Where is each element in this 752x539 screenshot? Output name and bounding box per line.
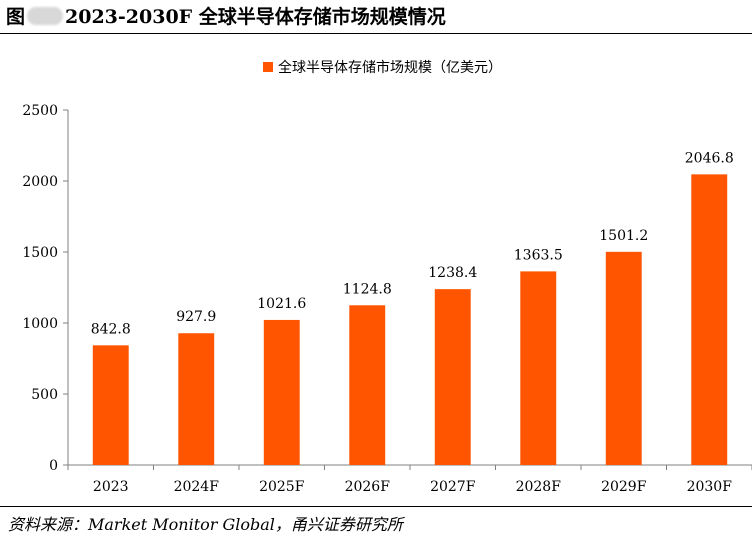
bar-value-label: 1124.8 — [343, 281, 392, 297]
bars — [92, 174, 728, 465]
y-tick-label: 2500 — [22, 103, 58, 119]
source-rule — [0, 506, 752, 507]
bar-value-label: 842.8 — [91, 321, 131, 337]
bar-value-label: 2046.8 — [685, 150, 734, 166]
x-tick-label: 2025F — [259, 479, 305, 495]
bar-labels: 842.8 927.9 1021.6 1124.8 1238.4 1363.5 1501.2… — [91, 150, 734, 337]
bar-value-label: 1501.2 — [599, 228, 648, 244]
x-tick-label: 2027F — [430, 479, 476, 495]
bar — [520, 271, 557, 465]
y-tick-label: 1500 — [22, 245, 58, 261]
bar — [92, 345, 129, 465]
bar — [605, 251, 642, 465]
bar-value-label: 1021.6 — [257, 296, 306, 312]
x-axis: 2023 2024F 2025F 2026F 2027F 2028F 2029F 2030F — [67, 464, 752, 495]
legend: 全球半导体存储市场规模（亿美元） — [263, 59, 502, 76]
x-tick-label: 2029F — [601, 479, 647, 495]
y-tick-label: 500 — [31, 387, 58, 403]
source-note: 资料来源：Market Monitor Global，甬兴证券研究所 — [8, 515, 403, 534]
bar — [434, 289, 471, 465]
figure-title-prefix: 图 — [6, 6, 26, 28]
bar — [691, 174, 728, 465]
bar-value-label: 1238.4 — [428, 265, 477, 281]
bar-chart: 全球半导体存储市场规模（亿美元） 0 500 1000 1500 2000 2500 20… — [22, 59, 752, 495]
legend-label: 全球半导体存储市场规模（亿美元） — [278, 59, 502, 76]
bar — [263, 319, 300, 465]
x-tick-label: 2026F — [345, 479, 391, 495]
x-tick-label: 2028F — [516, 479, 562, 495]
bar-value-label: 927.9 — [176, 309, 216, 325]
y-axis: 0 500 1000 1500 2000 2500 — [22, 103, 69, 474]
figure-title-text: 2023-2030F 全球半导体存储市场规模情况 — [65, 6, 446, 28]
y-tick-label: 0 — [49, 458, 58, 474]
figure-title: 图 2023-2030F 全球半导体存储市场规模情况 — [6, 4, 446, 30]
bar — [178, 333, 215, 465]
bar — [349, 305, 386, 465]
x-tick-label: 2030F — [687, 479, 733, 495]
y-tick-label: 2000 — [22, 174, 58, 190]
redacted-figure-number — [27, 7, 64, 25]
title-underline — [0, 33, 752, 34]
legend-swatch — [263, 62, 273, 72]
bar-value-label: 1363.5 — [514, 247, 563, 263]
y-tick-label: 1000 — [22, 316, 58, 332]
x-tick-label: 2023 — [93, 479, 129, 495]
x-tick-label: 2024F — [174, 479, 220, 495]
